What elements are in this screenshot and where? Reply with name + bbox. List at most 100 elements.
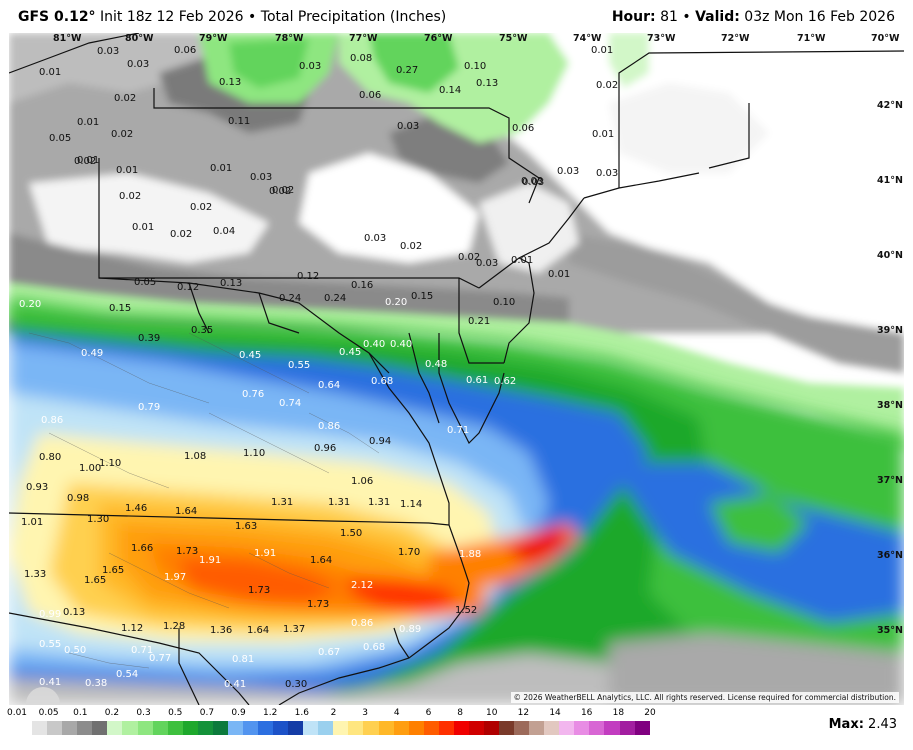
colorbar-cell [619, 721, 635, 735]
precip-value-label: 0.98 [67, 493, 89, 504]
colorbar-tick: 1.2 [263, 708, 278, 718]
precip-value-label: 0.45 [339, 347, 361, 358]
colorbar-cell [574, 721, 590, 735]
lon-label: 78°W [275, 33, 304, 44]
colorbar-cell [318, 721, 334, 735]
precip-value-label: 0.71 [131, 645, 153, 656]
max-value-label: Max: 2.43 [829, 717, 897, 732]
lon-label: 76°W [424, 33, 453, 44]
precip-value-label: 0.15 [411, 291, 433, 302]
precip-value-label: 0.05 [49, 133, 71, 144]
precip-value-label: 0.02 [74, 156, 96, 167]
colorbar-cell [514, 721, 530, 735]
precipitation-map[interactable]: 81°W 80°W 79°W 78°W 77°W 76°W 75°W 74°W … [9, 33, 904, 705]
colorbar-tick: 0.7 [199, 708, 215, 718]
precip-value-label: 1.63 [235, 521, 257, 532]
colorbar-cell [499, 721, 515, 735]
colorbar-cell [589, 721, 605, 735]
map-title: GFS 0.12° Init 18z 12 Feb 2026 • Total P… [18, 9, 446, 25]
precip-value-label: 0.77 [149, 653, 171, 664]
lon-label: 81°W [53, 33, 82, 44]
precip-value-label: 0.01 [511, 255, 533, 266]
precip-value-label: 0.55 [288, 360, 310, 371]
colorbar-cell [212, 721, 228, 735]
precip-value-label: 0.01 [591, 45, 613, 56]
precip-value-label: 0.14 [439, 85, 461, 96]
precip-value-label: 0.01 [77, 117, 99, 128]
precip-value-label: 0.27 [396, 65, 418, 76]
init-time: Init 18z 12 Feb 2026 [100, 9, 244, 25]
precip-value-label: 1.31 [271, 497, 293, 508]
precip-value-label: 1.06 [351, 476, 373, 487]
info-separator: • [682, 9, 691, 25]
precip-value-label: 0.04 [213, 226, 235, 237]
precip-value-label: 0.01 [116, 165, 138, 176]
colorbar-tick: 3 [362, 708, 369, 718]
colorbar-cell [604, 721, 620, 735]
colorbar-cell [634, 721, 650, 735]
colorbar-cell [483, 721, 499, 735]
precip-value-label: 0.40 [390, 339, 412, 350]
county-borders [28, 332, 380, 669]
precip-value-label: 0.02 [111, 129, 133, 140]
precip-value-label: 0.03 [250, 172, 272, 183]
precip-value-label: 0.35 [191, 325, 213, 336]
precip-value-label: 0.71 [447, 425, 469, 436]
precip-value-label: 0.89 [399, 624, 421, 635]
colorbar-cell [107, 721, 123, 735]
precip-shading-north [9, 33, 904, 453]
colorbar-cell [333, 721, 349, 735]
lat-label: 35°N [877, 625, 903, 636]
precip-value-label: 1.97 [164, 572, 186, 583]
longitude-labels: 81°W 80°W 79°W 78°W 77°W 76°W 75°W 74°W … [53, 33, 900, 44]
precip-value-label: 0.03 [397, 121, 419, 132]
precip-value-label: 1.31 [368, 497, 390, 508]
colorbar-cell [423, 721, 439, 735]
valid-value: 03z Mon 16 Feb 2026 [744, 9, 895, 25]
colorbar-tick: 10 [486, 708, 498, 718]
precip-value-label: 0.54 [116, 669, 138, 680]
precip-value-label: 1.28 [163, 621, 185, 632]
precip-value-label: 1.01 [21, 517, 43, 528]
max-value: 2.43 [868, 717, 897, 732]
lon-label: 72°W [721, 33, 750, 44]
colorbar-cell [17, 721, 33, 735]
lat-label: 40°N [877, 250, 903, 261]
colorbar-tick: 1.6 [294, 708, 310, 718]
precip-value-label: 1.64 [175, 506, 197, 517]
precip-value-label: 0.01 [592, 129, 614, 140]
colorbar-tick: 0.05 [38, 708, 59, 718]
precip-value-label: 0.01 [77, 155, 99, 166]
valid-label: Valid: [695, 9, 740, 25]
precip-value-label: 0.68 [371, 376, 393, 387]
precip-value-label: 0.02 [400, 241, 422, 252]
precip-value-label: 0.02 [269, 186, 291, 197]
colorbar-cell [559, 721, 575, 735]
valid-time-info: Hour: 81 • Valid: 03z Mon 16 Feb 2026 [612, 9, 895, 25]
precip-value-label: 0.11 [228, 116, 250, 127]
colorbar-cell [47, 721, 63, 735]
lon-label: 73°W [647, 33, 676, 44]
colorbar-cell [32, 721, 48, 735]
lon-label: 80°W [125, 33, 154, 44]
precip-value-label: 0.24 [279, 293, 301, 304]
colorbar-cell [62, 721, 78, 735]
precip-value-label: 0.38 [85, 678, 107, 689]
colorbar-cell [348, 721, 364, 735]
colorbar-cell [273, 721, 289, 735]
precip-value-label: 1.91 [254, 548, 276, 559]
precip-value-label: 1.88 [459, 549, 481, 560]
precip-value-label: 0.03 [521, 176, 543, 187]
colorbar-cell [288, 721, 304, 735]
precip-value-label: 1.73 [248, 585, 270, 596]
precip-value-label: 0.01 [39, 67, 61, 78]
precip-value-label: 1.91 [199, 555, 221, 566]
colorbar-tick: 0.5 [168, 708, 183, 718]
precip-value-label: 0.86 [351, 618, 373, 629]
precip-value-label: 0.41 [224, 679, 246, 690]
lon-label: 79°W [199, 33, 228, 44]
precip-value-label: 0.67 [318, 647, 340, 658]
precip-value-label: 0.13 [476, 78, 498, 89]
precip-value-label: 0.20 [19, 299, 41, 310]
precip-value-label: 0.24 [324, 293, 346, 304]
